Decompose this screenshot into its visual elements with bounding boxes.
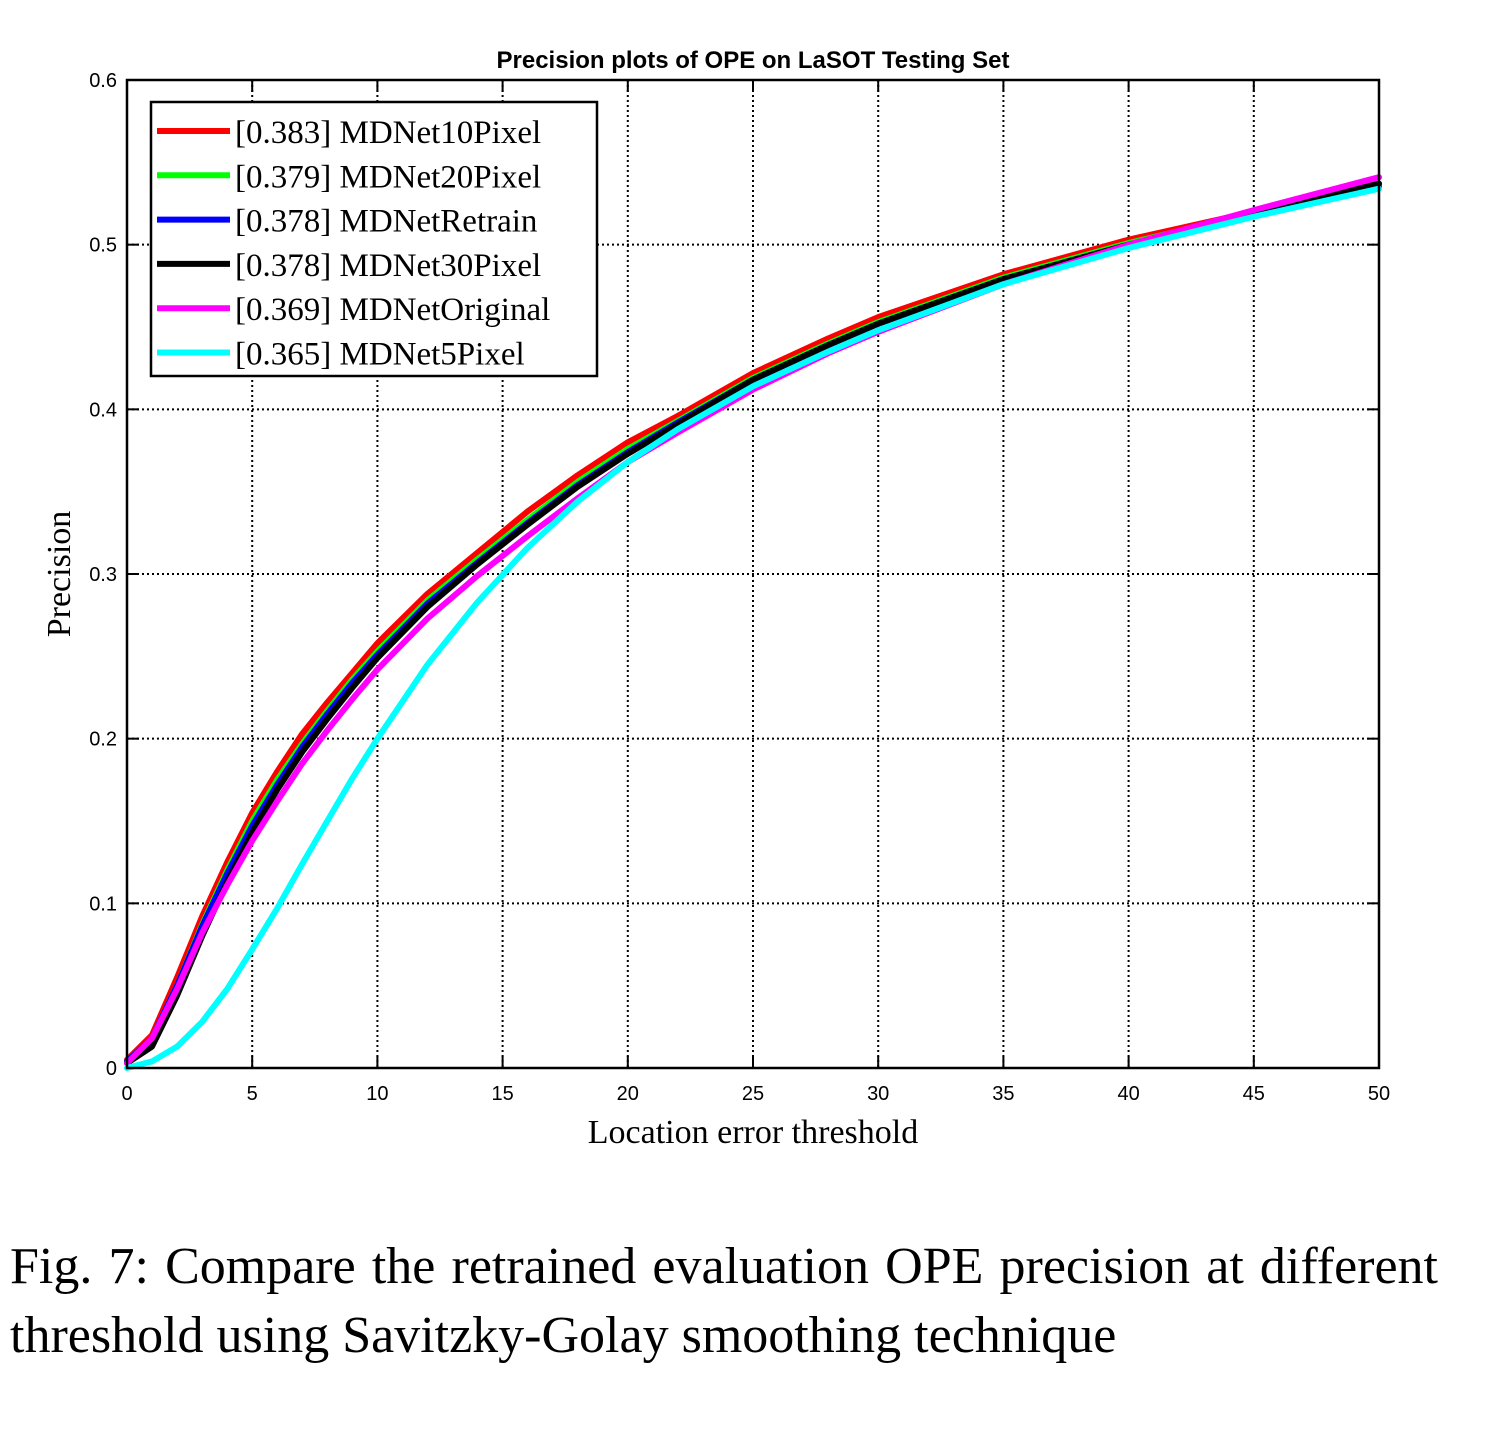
series-lines [124, 174, 1382, 1071]
x-axis-label: Location error threshold [588, 1114, 918, 1151]
x-tick-label: 10 [366, 1083, 388, 1105]
y-tick-label: 0.5 [89, 235, 117, 257]
series-line-0 [124, 180, 1382, 1063]
figure-caption: Fig. 7: Compare the retrained evaluation… [10, 1238, 1438, 1364]
x-tick-label: 30 [867, 1083, 889, 1105]
legend-label-0: [0.383] MDNet10Pixel [235, 115, 541, 151]
x-tick-label: 15 [491, 1083, 513, 1105]
y-tick-label: 0.2 [89, 729, 117, 751]
legend: [0.383] MDNet10Pixel [0.379] MDNet20Pixel… [149, 100, 599, 378]
x-tick-label: 5 [247, 1083, 258, 1105]
x-tick-label: 45 [1243, 1083, 1265, 1105]
y-tick-label: 0.4 [89, 399, 117, 421]
legend-box [149, 100, 599, 378]
legend-label-4: [0.369] MDNetOriginal [235, 292, 550, 328]
legend-label-3: [0.378] MDNet30Pixel [235, 248, 541, 284]
y-axis-label: Precision [41, 511, 78, 638]
precision-chart: Precision plots of OPE on LaSOT Testing … [41, 47, 1390, 1151]
series-line-5 [124, 185, 1382, 1071]
legend-label-5: [0.365] MDNet5Pixel [235, 337, 525, 373]
x-tick-label: 25 [742, 1083, 764, 1105]
x-tick-label: 0 [121, 1083, 132, 1105]
x-tick-label: 40 [1117, 1083, 1139, 1105]
grid-lines [127, 80, 1379, 1068]
y-tick-label: 0.3 [89, 564, 117, 586]
legend-label-2: [0.378] MDNetRetrain [235, 204, 537, 240]
y-tick-label: 0.6 [89, 70, 117, 92]
chart-title: Precision plots of OPE on LaSOT Testing … [497, 47, 1010, 74]
x-tick-label: 35 [992, 1083, 1014, 1105]
y-tick-label: 0.1 [89, 893, 117, 915]
axis-ticks: 0 5 10 15 20 25 30 35 40 45 50 0 0.1 0.2 0.3 0.4 0.5 0.6 [89, 70, 1390, 1105]
y-tick-label: 0 [106, 1058, 117, 1080]
x-tick-label: 50 [1368, 1083, 1390, 1105]
x-tick-label: 20 [617, 1083, 639, 1105]
legend-label-1: [0.379] MDNet20Pixel [235, 159, 541, 195]
